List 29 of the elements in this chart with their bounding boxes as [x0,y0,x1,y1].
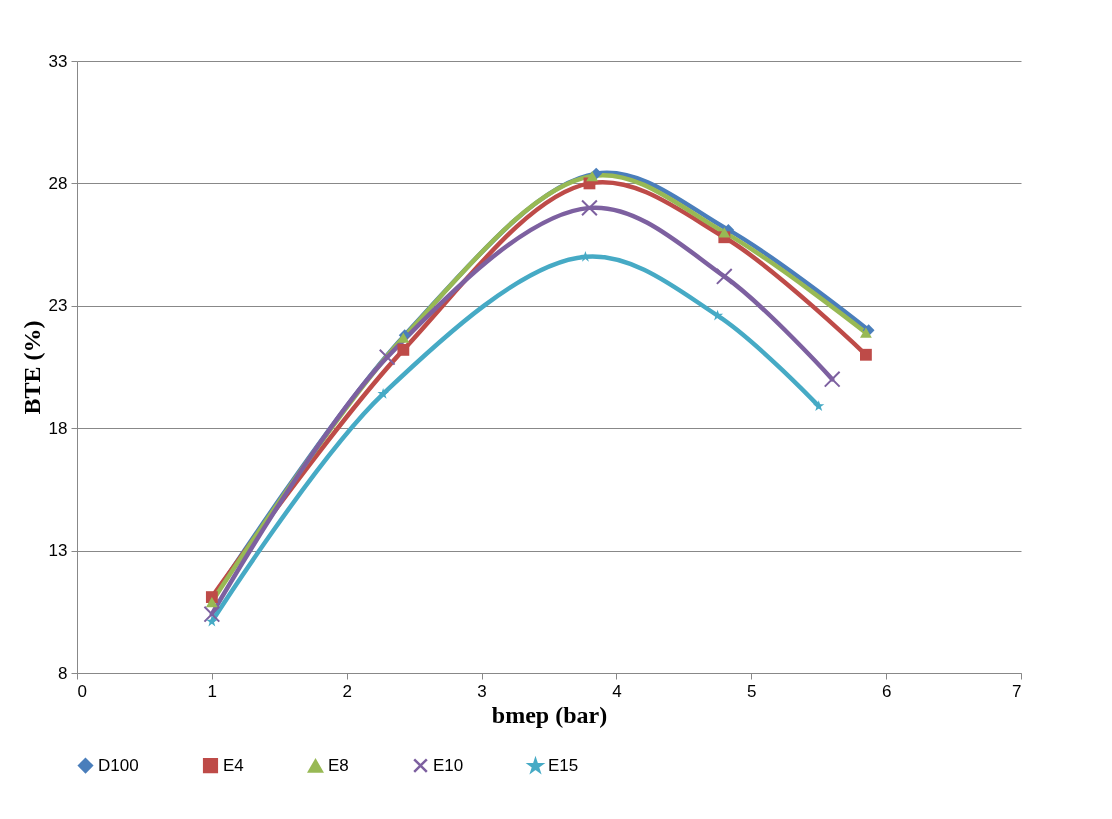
x-tick-label: 0 [77,681,87,701]
y-tick-label: 13 [48,541,68,561]
point [203,605,221,623]
legend-label: E15 [548,756,579,776]
point [715,268,733,285]
x-tick-label: 6 [881,681,892,701]
y-tick-label: 28 [48,173,68,193]
y-axis-title: BTE (%) [18,320,45,415]
x-tick-label: 4 [612,681,622,701]
point [397,343,410,356]
point [823,370,841,388]
legend-label: E10 [433,755,464,775]
legend-label: E8 [328,756,349,776]
legend-label: E4 [223,755,244,775]
x-tick-label: 5 [747,681,757,701]
y-tick-label: 8 [58,663,68,683]
point [860,348,872,361]
x-tick-label: 7 [1012,681,1022,701]
x-tick-label: 1 [207,681,218,701]
y-tick-label: 23 [48,296,68,316]
x-axis-title: bmep (bar) [491,701,608,728]
y-tick-label: 33 [48,51,68,71]
x-tick-label: 3 [477,681,487,701]
y-tick-label: 18 [48,418,68,438]
point [378,348,396,366]
point [586,170,599,182]
point [581,199,598,217]
legend-label: D100 [98,755,139,775]
x-tick-label: 2 [342,681,352,701]
